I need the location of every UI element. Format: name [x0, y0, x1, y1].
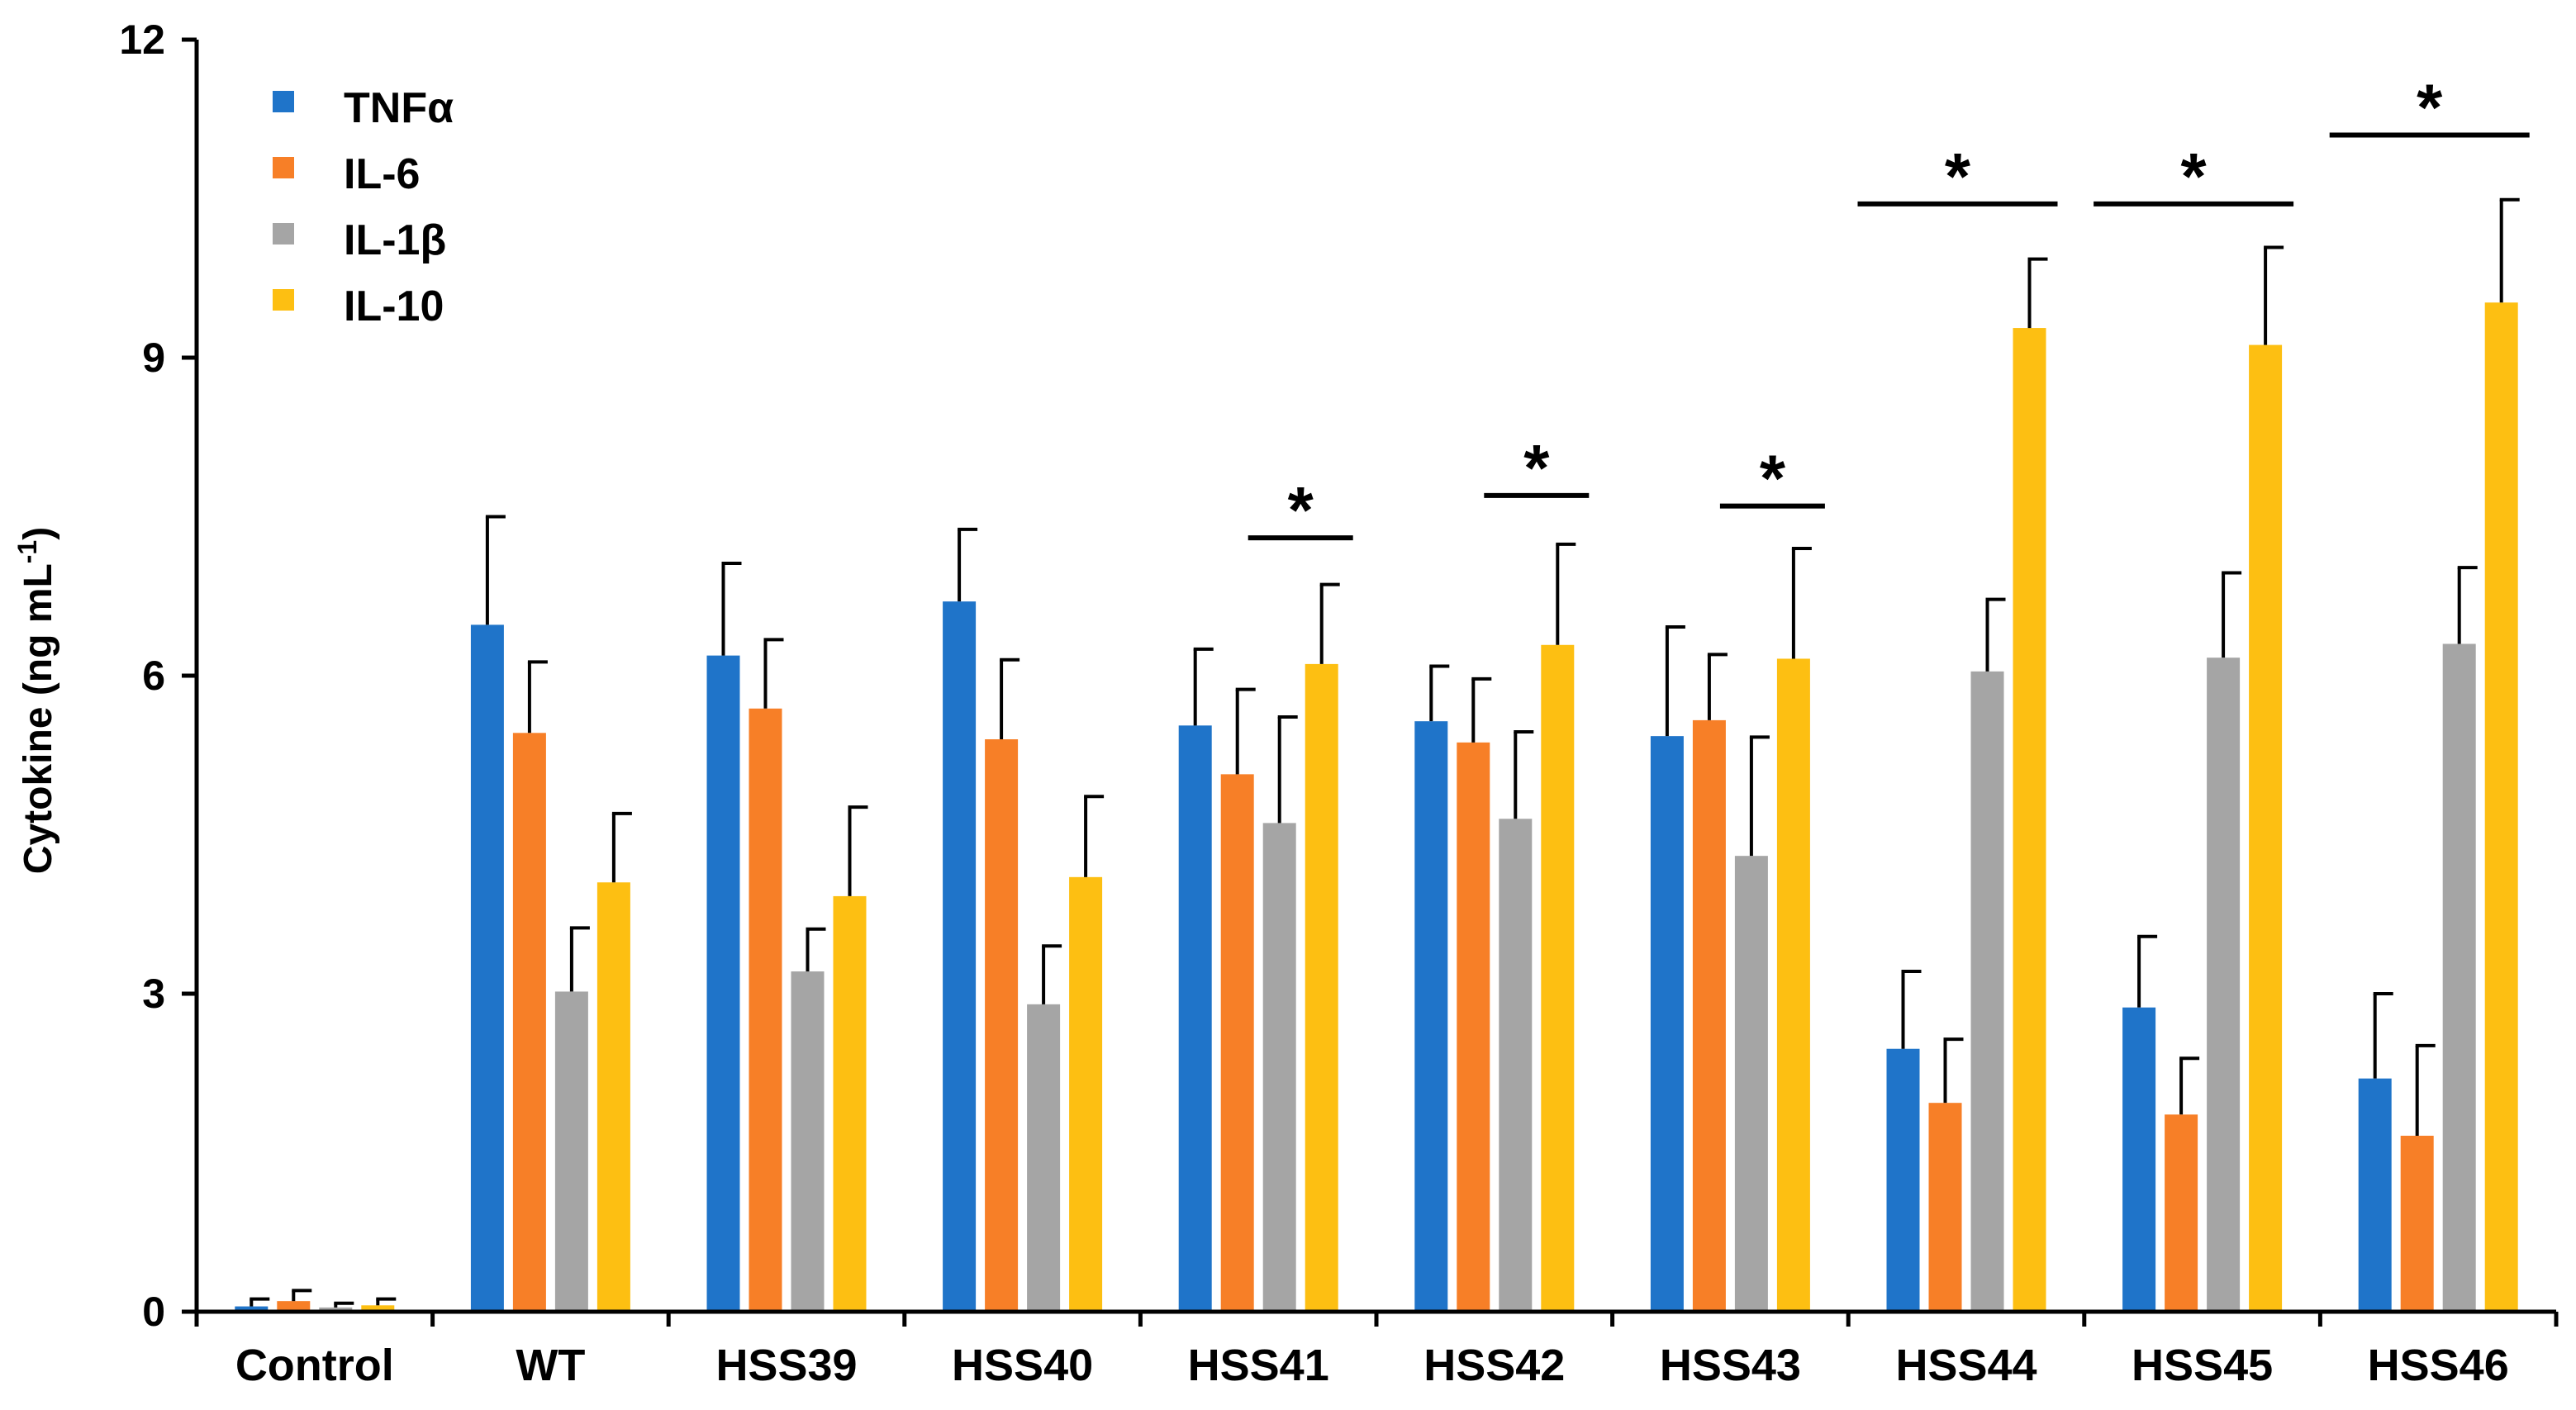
- bar: [1220, 774, 1254, 1312]
- legend: TNFα IL-6 IL-1β IL-10: [273, 84, 454, 330]
- significance-annotations: * * * * * *: [1248, 71, 2530, 547]
- bar: [1305, 663, 1338, 1312]
- significance-star: *: [1760, 442, 1786, 515]
- legend-label: IL-1β: [344, 216, 446, 264]
- bar: [1457, 742, 1490, 1312]
- y-tick-label: 3: [142, 971, 165, 1017]
- x-category-label: HSS40: [952, 1341, 1093, 1390]
- bar: [706, 655, 740, 1312]
- bar: [985, 739, 1019, 1312]
- x-category-label: HSS44: [1895, 1341, 2037, 1390]
- bar: [943, 601, 977, 1312]
- y-tick-label: 6: [142, 653, 165, 699]
- bar: [1928, 1103, 1962, 1312]
- bar: [596, 882, 630, 1312]
- bar: [833, 895, 867, 1312]
- y-axis-ticks: 0 3 6 9 12: [119, 17, 197, 1335]
- error-bars: [250, 197, 2520, 1308]
- y-axis-title-close: ): [17, 527, 60, 540]
- significance-star: *: [1523, 431, 1550, 505]
- bar: [1414, 721, 1448, 1312]
- x-axis-category-separators: [194, 1312, 2559, 1327]
- x-category-label: HSS41: [1188, 1341, 1329, 1390]
- bar: [749, 708, 782, 1312]
- x-category-label: HSS46: [2368, 1341, 2509, 1390]
- bar: [1541, 644, 1575, 1312]
- x-category-label: WT: [516, 1341, 585, 1390]
- bar: [1069, 876, 1103, 1312]
- bar: [235, 1306, 269, 1312]
- bar: [2442, 643, 2476, 1312]
- bar: [319, 1307, 353, 1312]
- legend-label: IL-6: [344, 150, 420, 198]
- bar: [2358, 1078, 2392, 1312]
- legend-swatch: [273, 91, 294, 112]
- bar: [2249, 344, 2283, 1313]
- legend-swatch: [273, 289, 294, 311]
- x-category-label: Control: [235, 1341, 394, 1390]
- y-axis-title: Cytokine (ng mL-1): [12, 527, 60, 874]
- bar: [1178, 725, 1212, 1312]
- bar: [2207, 658, 2241, 1312]
- bar: [2165, 1114, 2198, 1312]
- x-axis-category-labels: Control WT HSS39 HSS40 HSS41 HSS42 HSS43 HSS44 H…: [235, 1341, 2509, 1390]
- bar: [277, 1301, 311, 1312]
- bar: [1650, 736, 1684, 1312]
- bar: [1776, 658, 1810, 1312]
- legend-swatch: [273, 223, 294, 244]
- bar: [2484, 302, 2518, 1313]
- x-category-label: HSS39: [715, 1341, 857, 1390]
- legend-label: TNFα: [344, 84, 454, 132]
- x-category-label: HSS43: [1660, 1341, 1801, 1390]
- bar: [1692, 719, 1726, 1312]
- bar: [1970, 671, 2004, 1312]
- significance-star: *: [1288, 473, 1314, 547]
- significance-star: *: [2417, 71, 2443, 145]
- bar: [1886, 1048, 1920, 1312]
- significance-star: *: [2181, 140, 2208, 213]
- bar: [1734, 856, 1768, 1312]
- legend-swatch: [273, 157, 294, 178]
- bar: [2400, 1135, 2434, 1312]
- bar: [1027, 1004, 1061, 1312]
- bar: [2013, 328, 2046, 1313]
- bar: [512, 733, 546, 1312]
- bar: [1262, 823, 1296, 1312]
- y-axis-title-superscript: -1: [12, 540, 42, 563]
- bar: [2122, 1007, 2156, 1312]
- y-axis-title-main: Cytokine (ng mL: [17, 563, 60, 874]
- x-category-label: HSS42: [1423, 1341, 1565, 1390]
- axes: [194, 40, 2556, 1314]
- bar: [791, 971, 825, 1312]
- significance-star: *: [1945, 140, 1971, 213]
- y-tick-label: 0: [142, 1289, 165, 1335]
- x-category-label: HSS45: [2132, 1341, 2273, 1390]
- bar: [1499, 819, 1533, 1312]
- bar-marks: [235, 302, 2518, 1313]
- bar: [361, 1305, 395, 1312]
- y-tick-label: 9: [142, 335, 165, 381]
- bar: [470, 624, 504, 1312]
- bar: [554, 991, 588, 1312]
- y-tick-label: 12: [119, 17, 165, 63]
- legend-label: IL-10: [344, 282, 444, 330]
